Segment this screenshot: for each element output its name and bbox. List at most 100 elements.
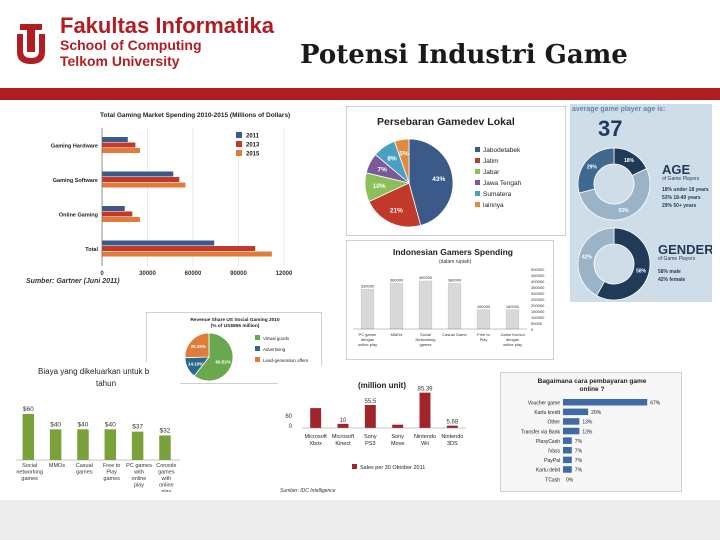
console-y-tick: 60 (285, 414, 292, 420)
age-gender-panel: average game player age is: 37 18% 53% 29%… (570, 104, 712, 302)
avg-age-value: 37 (598, 116, 623, 141)
spending-chart-panel: Total Gaming Market Spending 2010-2015 (… (24, 106, 300, 292)
console-panel: (million unit) 60 0 Microsoft Xbox 10 Microsof… (278, 366, 488, 498)
payment-chart-subtitle: online ? (580, 386, 605, 393)
social-legend-label: Virtual goods (263, 336, 290, 341)
spending-bar (102, 206, 125, 211)
gamedev-legend-swatch (475, 180, 480, 185)
spending-x-tick: 30000 (139, 271, 156, 277)
gamedev-value-label: 43% (432, 176, 445, 183)
console-category-label: Nintendo (441, 434, 463, 440)
payment-bar (563, 466, 572, 473)
indonesian-bar (360, 289, 375, 330)
payment-value-label: 7% (575, 449, 583, 455)
pc-games-bar (22, 414, 35, 460)
indonesian-chart-title: Indonesian Gamers Spending (393, 247, 513, 257)
institution-line1: Fakultas Informatika (60, 13, 274, 38)
age-slice (577, 147, 615, 194)
console-category-label: PS3 (365, 441, 375, 447)
pc-games-category-label: games (158, 470, 175, 476)
indonesian-bar (447, 283, 462, 330)
indonesian-category-label: Play (480, 337, 488, 342)
gamedev-chart-panel: Persebaran Gamedev Lokal 43% 21% 10% 7% 8% 5% J… (346, 106, 566, 236)
header-divider (0, 88, 720, 100)
pc-games-value-label: $60 (23, 406, 34, 413)
payment-bar (563, 427, 580, 435)
age-breakdown-line: 18% under 18 years (662, 187, 709, 193)
payment-category-label: PayPal (544, 458, 560, 464)
console-category-label: 3DS (447, 441, 458, 447)
spending-bar (102, 246, 256, 251)
indonesian-y-tick: 50000 (531, 321, 543, 326)
institution-line2: School of Computing (60, 37, 202, 54)
age-value-label: 18% (624, 158, 635, 164)
gamedev-value-label: 8% (387, 155, 397, 162)
pc-games-category-label: Casual (76, 463, 93, 469)
pc-games-bar (131, 431, 144, 460)
payment-bar (563, 418, 580, 425)
pc-games-category-label: Social (22, 463, 37, 469)
age-title: AGE (662, 162, 691, 177)
payment-bar (563, 447, 572, 454)
console-value-label: 10 (340, 418, 347, 424)
indonesian-y-tick: 450000 (531, 273, 545, 278)
pc-games-category-label: Play (106, 470, 117, 476)
gamedev-legend-label: lainnya (483, 202, 504, 209)
gamedev-legend-label: Jabodetabek (483, 147, 521, 154)
social-chart-title: Revenue Share US Social Gaming 2010 (190, 317, 280, 323)
spending-bar (102, 148, 140, 153)
gender-slice (577, 227, 615, 297)
gamedev-legend-swatch (475, 158, 480, 163)
payment-category-label: Voucher game (528, 401, 560, 407)
age-donut: 18% 53% 29% (577, 147, 651, 221)
indonesian-y-tick: 300000 (531, 291, 545, 296)
indonesian-bar (418, 280, 433, 330)
gamedev-chart: Persebaran Gamedev Lokal 43% 21% 10% 7% 8%5% J… (364, 116, 522, 228)
payment-bar (563, 408, 589, 416)
pc-games-category-label: play (134, 483, 144, 489)
spending-x-tick: 90000 (230, 271, 247, 277)
indonesian-value-label: 400000 (419, 275, 433, 280)
pc-games-category-label: play (161, 489, 171, 492)
console-value-label: 5.68 (446, 420, 458, 426)
age-breakdown-line: 53% 18-49 years (662, 195, 701, 201)
indonesian-category-label: online play (358, 342, 377, 347)
payment-value-label: 13% (582, 429, 593, 435)
console-bar (392, 424, 404, 428)
gamedev-legend-swatch (475, 169, 480, 174)
gamedev-slice (394, 138, 410, 184)
payment-value-label: 0% (566, 477, 574, 483)
social-legend-label: Lead-generation offers (263, 358, 309, 363)
slide-title: Potensi Industri Game (300, 40, 628, 70)
social-legend-swatch (255, 346, 260, 351)
indonesian-subtitle: (dalam rupiah) (439, 259, 472, 265)
spending-source-note: Sumber: Gartner (Juni 2011) (26, 278, 120, 285)
gamedev-chart-title: Persebaran Gamedev Lokal (377, 116, 515, 128)
gender-slice (596, 227, 651, 301)
social-gaming-chart: Revenue Share US Social Gaming 2010(% of… (184, 317, 309, 382)
indonesian-value-label: 380000 (390, 277, 404, 282)
gender-subtitle: of Game Players (658, 256, 696, 262)
payment-panel: Bagaimana cara pembayaran game online ? Vo… (500, 372, 682, 492)
pc-games-category-label: Free to (103, 463, 120, 469)
spending-bar (102, 211, 133, 217)
pc-games-category-label: networking (16, 470, 43, 476)
spending-bar (102, 171, 174, 177)
payment-category-label: Other (547, 420, 560, 426)
console-bar (337, 423, 349, 428)
console-category-label: Nintendo (414, 434, 436, 440)
spending-legend-label: 2011 (246, 134, 260, 140)
console-category-label: Kinect (335, 441, 351, 447)
indonesian-value-label: 160000 (477, 304, 491, 309)
spending-x-tick: 0 (100, 271, 104, 277)
gender-value-label: 58% (636, 269, 647, 275)
spending-bar (102, 177, 180, 182)
pc-games-category-label: Console (156, 463, 176, 469)
age-subtitle: of Game Players (662, 176, 700, 182)
indonesian-spending-panel: Indonesian Gamers Spending 500000 450000 40… (346, 240, 554, 360)
spending-category-label: Gaming Hardware (51, 143, 98, 149)
spending-legend-swatch (236, 132, 242, 138)
pc-games-category-label: MMOs (49, 463, 65, 469)
payment-value-label: 7% (575, 468, 583, 474)
pc-games-category-label: games (103, 476, 120, 482)
